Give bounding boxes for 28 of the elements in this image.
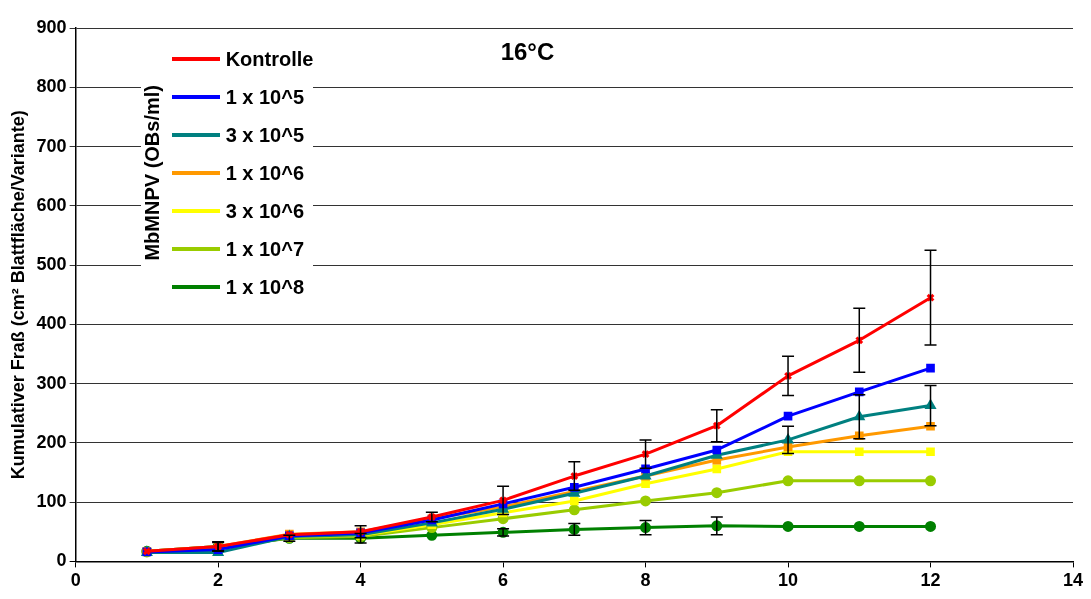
y-tick-label: 300 (36, 372, 67, 393)
chart-title: 16°C (500, 38, 555, 66)
x-tick-label: 2 (213, 570, 224, 591)
y-tick-label: 500 (36, 254, 67, 275)
legend-label: 3 x 10^6 (225, 199, 305, 223)
x-tick-label: 8 (640, 570, 651, 591)
y-tick-label: 100 (36, 491, 67, 512)
legend-label: 1 x 10^7 (225, 237, 305, 261)
legend-label: 1 x 10^6 (225, 161, 305, 185)
legend-title: MbMNPV (OBs/ml) (140, 85, 164, 261)
legend-label: 3 x 10^5 (225, 123, 305, 147)
x-tick-label: 10 (778, 570, 799, 591)
legend-label: 1 x 10^8 (225, 275, 305, 299)
legend-label: 1 x 10^5 (225, 85, 305, 109)
y-tick-label: 700 (36, 135, 67, 156)
y-axis-title: Kumulativer Fraß (cm² Blattfläche/Variante) (7, 110, 28, 480)
y-tick-label: 400 (36, 313, 67, 334)
y-tick-label: 200 (36, 431, 67, 452)
x-tick-label: 12 (920, 570, 941, 591)
x-tick-label: 6 (498, 570, 509, 591)
y-tick-label: 600 (36, 194, 67, 215)
x-tick-label: 14 (1062, 570, 1084, 591)
x-tick-label: 0 (70, 570, 81, 591)
y-tick-label: 0 (56, 550, 67, 571)
x-tick-label: 4 (355, 570, 366, 591)
y-tick-label: 800 (36, 76, 67, 97)
legend-label: Kontrolle (225, 47, 314, 71)
y-tick-label: 900 (36, 16, 67, 37)
